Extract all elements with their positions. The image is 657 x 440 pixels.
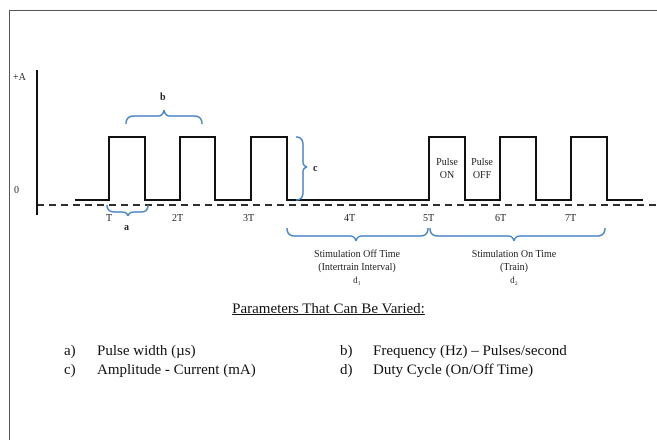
- param-a: a) Pulse width (µs): [64, 343, 196, 360]
- time-label-3: 3T: [243, 213, 254, 224]
- bracket-off-time: [286, 227, 429, 242]
- param-b-text: Frequency (Hz) – Pulses/second: [373, 343, 567, 359]
- pulse-on-label-line2: ON: [440, 170, 454, 181]
- time-label-1: T: [106, 213, 112, 224]
- time-label-4: 4T: [344, 213, 355, 224]
- param-c: c) Amplitude - Current (mA): [64, 362, 256, 379]
- bracket-on-time: [429, 227, 606, 242]
- pulse-off-label-line1: Pulse: [471, 157, 493, 168]
- time-label-7: 7T: [565, 213, 576, 224]
- bracket-b-label: b: [160, 92, 166, 103]
- on-time-line3: d₂: [510, 275, 518, 285]
- parameters-title-text: Parameters That Can Be Varied:: [232, 301, 425, 317]
- time-label-2: 2T: [172, 213, 183, 224]
- param-c-key: c): [64, 362, 76, 378]
- pulse-off-label-line2: OFF: [473, 170, 492, 181]
- axis-zero-label: 0: [14, 185, 19, 196]
- pulse-diagram: +A 0 T 2T 3T 4T 5T 6T 7T a b c Pulse ON …: [13, 70, 657, 285]
- pulse-waveform: [75, 136, 643, 201]
- bracket-a: [106, 204, 149, 217]
- param-c-text: Amplitude - Current (mA): [97, 362, 256, 378]
- on-time-line1: Stimulation On Time: [472, 249, 557, 260]
- off-time-line2: (Intertrain Interval): [318, 262, 395, 273]
- param-a-text: Pulse width (µs): [97, 343, 196, 359]
- parameters-title: Parameters That Can Be Varied:: [0, 301, 657, 318]
- param-b: b) Frequency (Hz) – Pulses/second: [340, 343, 567, 360]
- bracket-c: [295, 136, 308, 201]
- param-d: d) Duty Cycle (On/Off Time): [340, 362, 533, 379]
- diagram-frame: +A 0 T 2T 3T 4T 5T 6T 7T a b c Pulse ON …: [0, 10, 657, 440]
- on-time-line2: (Train): [500, 262, 528, 273]
- axis-plus-label: +A: [13, 72, 27, 83]
- off-time-line3: d₁: [353, 275, 361, 285]
- param-a-key: a): [64, 343, 76, 359]
- param-d-key: d): [340, 362, 353, 378]
- time-label-5: 5T: [423, 213, 434, 224]
- param-b-key: b): [340, 343, 353, 359]
- pulse-on-label-line1: Pulse: [436, 157, 458, 168]
- bracket-c-label: c: [313, 163, 318, 174]
- param-d-text: Duty Cycle (On/Off Time): [373, 362, 534, 378]
- frame-border: [9, 10, 657, 440]
- off-time-line1: Stimulation Off Time: [314, 249, 401, 260]
- time-label-6: 6T: [495, 213, 506, 224]
- bracket-b: [125, 109, 203, 125]
- bracket-a-label: a: [124, 222, 129, 233]
